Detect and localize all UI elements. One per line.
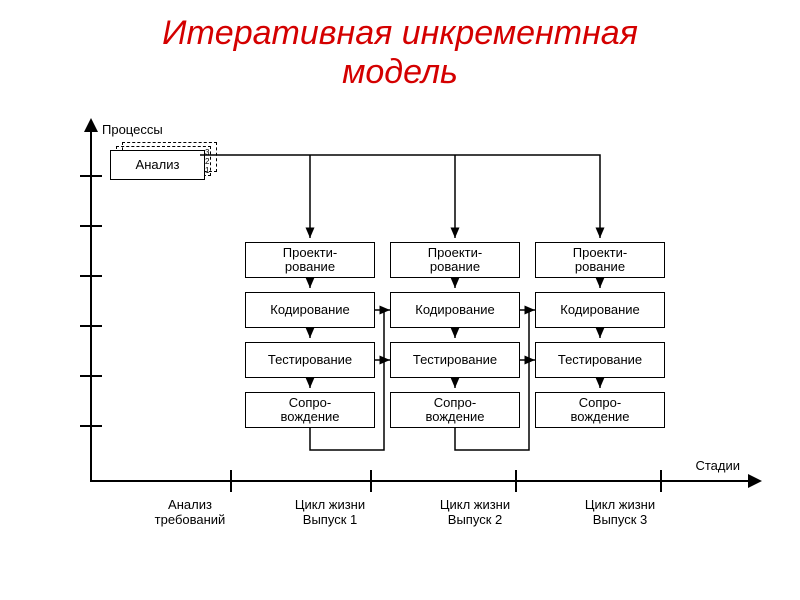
process-box: Кодирование: [390, 292, 520, 328]
process-box: Тестирование: [535, 342, 665, 378]
analysis-stack-number: 3: [205, 148, 209, 157]
analysis-box: Анализ: [110, 150, 205, 180]
process-box: Проекти- рование: [390, 242, 520, 278]
y-tick: [80, 425, 102, 427]
process-box: Кодирование: [245, 292, 375, 328]
x-category-label: Цикл жизни Выпуск 1: [260, 498, 400, 528]
y-tick: [80, 175, 102, 177]
x-axis: [90, 480, 750, 482]
x-tick: [370, 470, 372, 492]
y-axis-arrow-icon: [84, 118, 98, 132]
y-tick: [80, 275, 102, 277]
process-box: Тестирование: [245, 342, 375, 378]
title-line-2: модель: [342, 53, 458, 91]
title-line-1: Итеративная инкрементная: [162, 14, 638, 52]
y-tick: [80, 325, 102, 327]
y-tick: [80, 225, 102, 227]
process-box: Проекти- рование: [245, 242, 375, 278]
x-category-label: Анализ требований: [120, 498, 260, 528]
x-tick: [230, 470, 232, 492]
x-tick: [515, 470, 517, 492]
y-tick: [80, 375, 102, 377]
process-box: Сопро- вождение: [390, 392, 520, 428]
x-axis-label: Стадии: [695, 458, 740, 473]
process-box: Сопро- вождение: [535, 392, 665, 428]
diagram-area: Процессы Стадии Анализ требованийЦикл жи…: [50, 120, 750, 560]
y-axis-label: Процессы: [102, 122, 163, 137]
x-axis-arrow-icon: [748, 474, 762, 488]
process-box: Сопро- вождение: [245, 392, 375, 428]
process-box: Кодирование: [535, 292, 665, 328]
connectors: [50, 120, 750, 560]
process-box: Тестирование: [390, 342, 520, 378]
analysis-stack-number: 2: [205, 157, 209, 166]
x-tick: [660, 470, 662, 492]
process-box: Проекти- рование: [535, 242, 665, 278]
analysis-stack-number: 1: [205, 166, 209, 175]
x-category-label: Цикл жизни Выпуск 2: [405, 498, 545, 528]
page-title: Итеративная инкрементная модель: [0, 0, 800, 92]
x-category-label: Цикл жизни Выпуск 3: [550, 498, 690, 528]
